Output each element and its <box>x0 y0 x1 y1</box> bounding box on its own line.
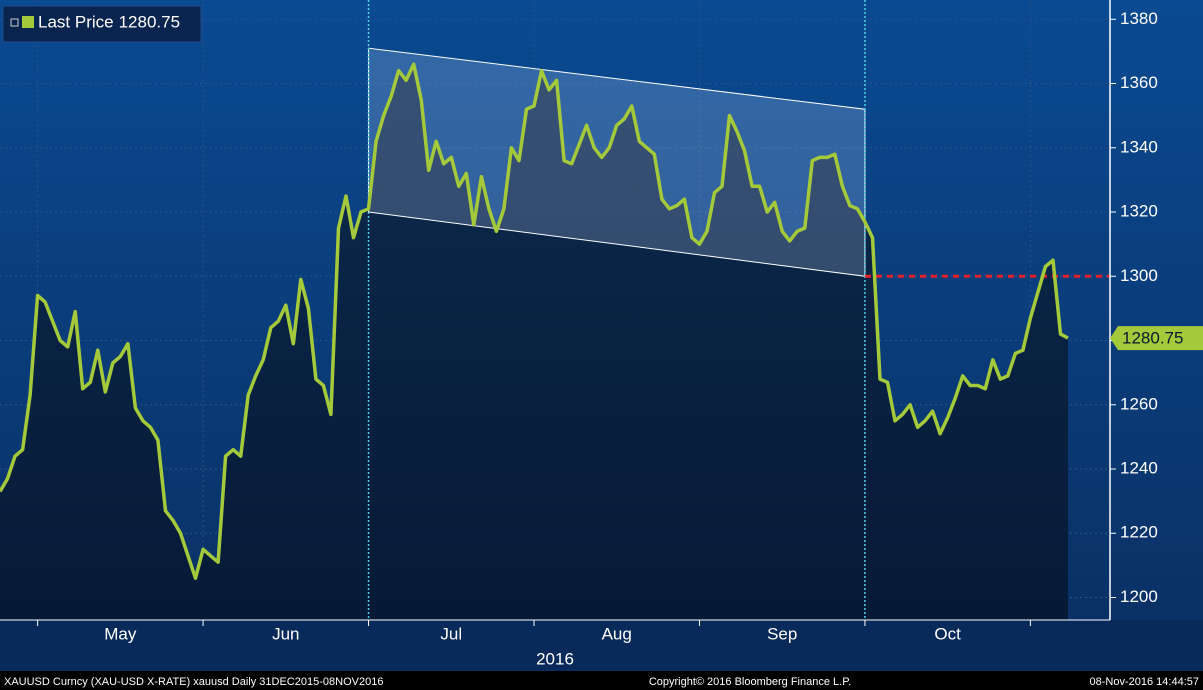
price-tag-label: 1280.75 <box>1122 329 1183 348</box>
legend-box <box>2 5 202 43</box>
price-line <box>0 62 1069 580</box>
y-tick-label: 1220 <box>1120 523 1158 542</box>
footer-right: 08-Nov-2016 14:44:57 <box>1090 676 1199 688</box>
legend-swatch <box>22 16 34 28</box>
y-tick-label: 1260 <box>1120 394 1158 413</box>
y-tick-label: 1360 <box>1120 73 1158 92</box>
y-tick-label: 1380 <box>1120 9 1158 28</box>
x-tick-label: Sep <box>767 624 797 643</box>
footer-left: XAUUSD Curncy (XAU-USD X-RATE) xauusd Da… <box>4 676 383 688</box>
x-tick-label: Aug <box>602 624 632 643</box>
x-axis-band <box>0 620 1203 670</box>
x-tick-label: Jul <box>440 624 462 643</box>
x-tick-label: Jun <box>272 624 299 643</box>
legend-value: 1280.75 <box>119 12 180 31</box>
footer-band <box>0 671 1203 690</box>
legend-name: Last Price <box>38 12 114 31</box>
y-tick-label: 1300 <box>1120 266 1158 285</box>
x-tick-label: Oct <box>934 624 961 643</box>
area-fill <box>0 64 1068 620</box>
y-tick-label: 1240 <box>1120 458 1158 477</box>
y-tick-label: 1340 <box>1120 137 1158 156</box>
x-year-label: 2016 <box>536 649 574 668</box>
y-tick-label: 1200 <box>1120 587 1158 606</box>
legend: Last Price 1280.75 <box>2 5 202 43</box>
footer-center: Copyright© 2016 Bloomberg Finance L.P. <box>649 676 851 688</box>
x-tick-label: May <box>104 624 137 643</box>
legend-toggle[interactable] <box>10 18 19 27</box>
price-tag <box>1110 326 1203 351</box>
y-tick-label: 1320 <box>1120 202 1158 221</box>
